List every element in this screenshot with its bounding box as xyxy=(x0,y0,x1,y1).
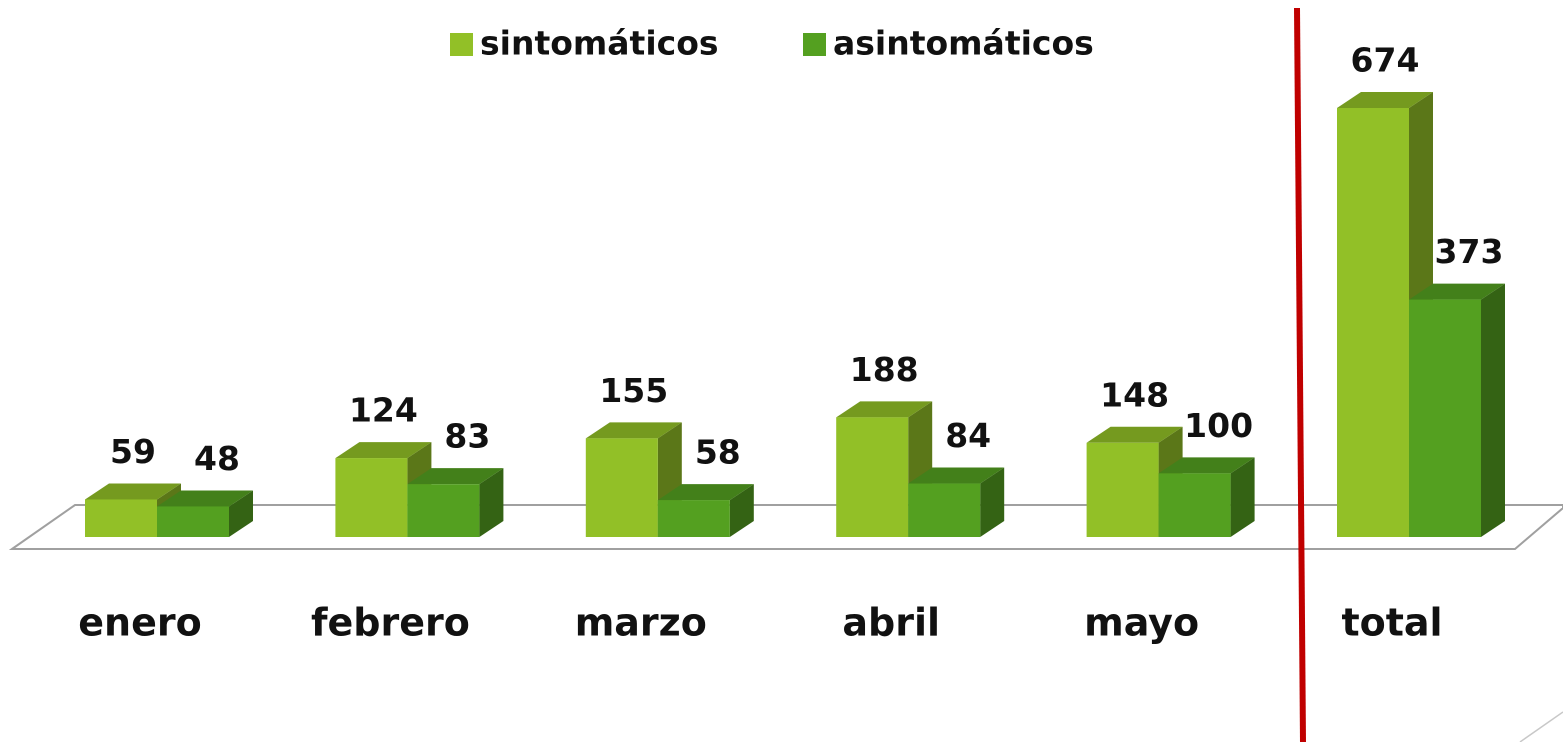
bar-top xyxy=(585,422,682,439)
legend-swatch xyxy=(803,33,826,56)
bar xyxy=(657,500,730,537)
bar-top xyxy=(908,467,1005,484)
value-label: 84 xyxy=(945,416,991,455)
bar-side xyxy=(729,484,754,537)
value-label: 188 xyxy=(850,350,919,389)
bar-top xyxy=(1409,283,1505,300)
bar xyxy=(407,484,480,537)
value-label: 674 xyxy=(1351,41,1420,80)
value-label: 155 xyxy=(599,371,668,410)
bar-top xyxy=(1086,426,1183,443)
bar xyxy=(157,506,229,537)
bar-top xyxy=(335,442,432,459)
bar-top xyxy=(836,401,933,418)
x-tick-label: mayo xyxy=(1084,601,1199,645)
divider xyxy=(1294,7,1306,742)
bar-top xyxy=(85,483,181,500)
value-label: 58 xyxy=(695,433,741,472)
value-label: 100 xyxy=(1184,406,1253,445)
bar xyxy=(585,438,658,537)
bar-top xyxy=(657,484,754,501)
bar-top xyxy=(157,490,253,507)
legend-swatch xyxy=(450,33,473,56)
bar-top xyxy=(1337,92,1433,108)
bar-side xyxy=(1230,457,1255,537)
value-label: 83 xyxy=(444,417,490,456)
bar-top xyxy=(1158,457,1255,474)
bar-side xyxy=(229,490,253,537)
bar xyxy=(335,458,408,537)
bar-side xyxy=(479,468,504,537)
value-label: 124 xyxy=(349,391,418,430)
bar xyxy=(1409,299,1481,537)
bar xyxy=(1158,473,1231,537)
bar-side xyxy=(980,467,1005,537)
bar xyxy=(1337,108,1409,537)
value-label: 59 xyxy=(110,432,156,471)
value-label: 148 xyxy=(1100,375,1169,414)
bar-side xyxy=(1481,283,1505,537)
legend-label: sintomáticos xyxy=(480,24,719,63)
bar xyxy=(836,417,909,537)
x-tick-label: abril xyxy=(842,601,940,645)
legend-label: asintomáticos xyxy=(833,24,1094,63)
value-label: 48 xyxy=(194,439,240,478)
bar xyxy=(85,499,157,537)
x-tick-label: febrero xyxy=(311,601,470,645)
x-tick-label: marzo xyxy=(575,601,707,645)
floor xyxy=(8,504,1563,550)
x-tick-label: enero xyxy=(78,601,201,645)
bar xyxy=(1086,442,1159,537)
x-tick-label: total xyxy=(1341,601,1442,645)
bar xyxy=(908,483,981,537)
value-label: 373 xyxy=(1435,232,1504,271)
decor-line xyxy=(1519,711,1563,742)
bar-top xyxy=(407,468,504,485)
